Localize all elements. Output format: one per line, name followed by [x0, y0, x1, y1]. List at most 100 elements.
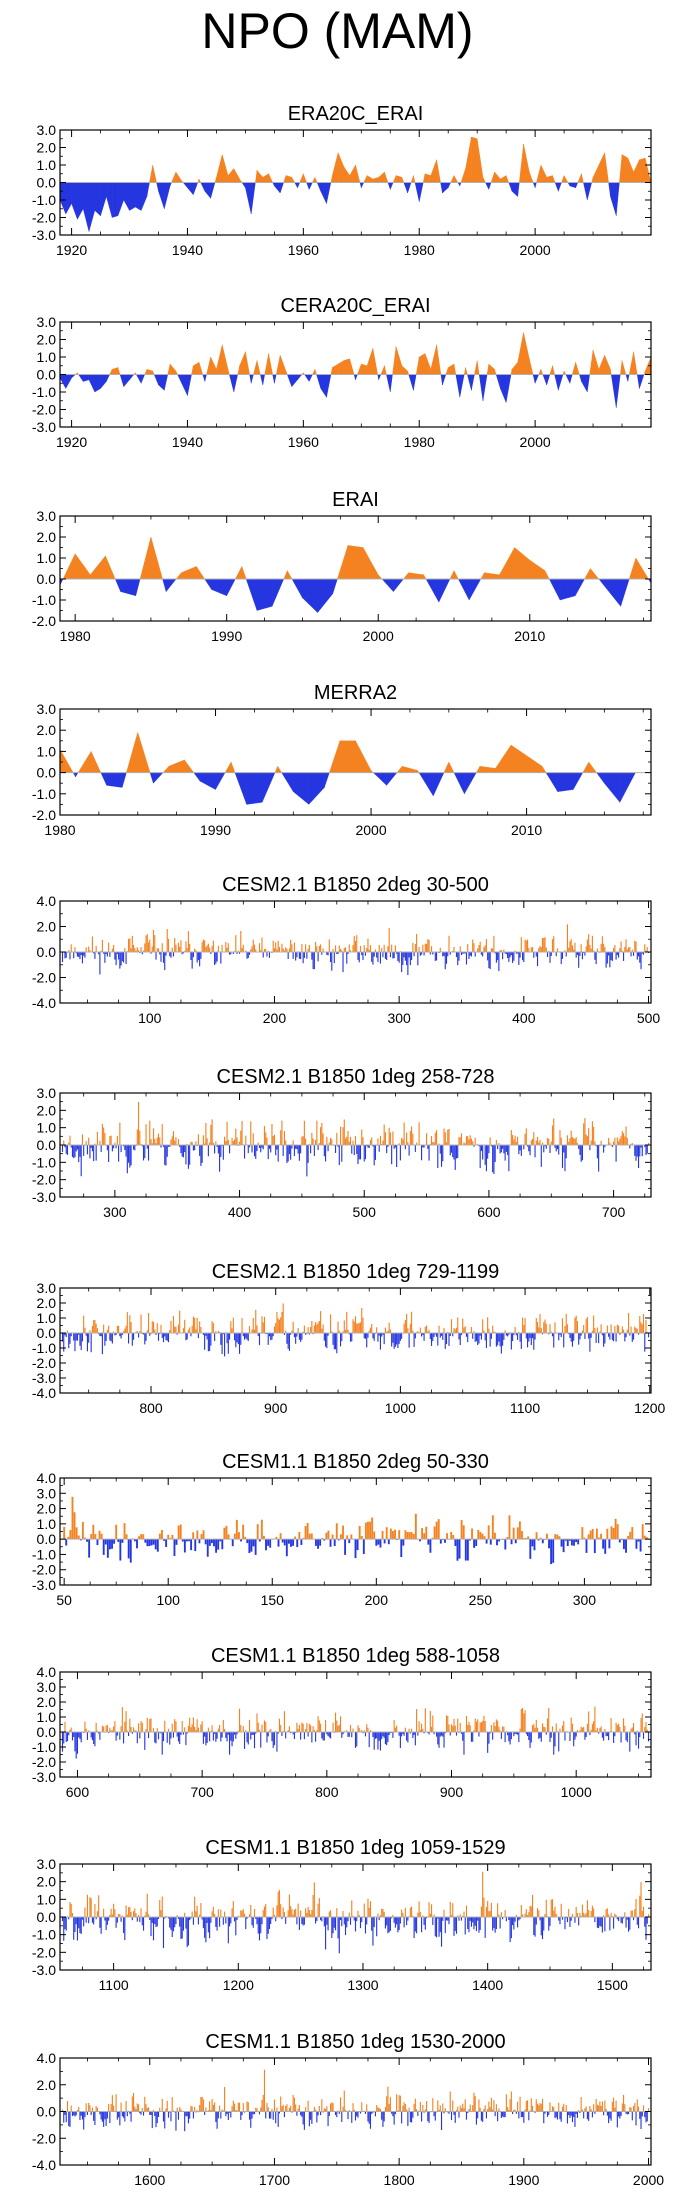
negative-area: [372, 772, 387, 786]
negative-bar: [108, 1732, 110, 1734]
positive-bar: [558, 2102, 560, 2112]
negative-bar: [329, 1539, 332, 1547]
negative-bar: [495, 1333, 497, 1347]
positive-bar: [605, 2108, 607, 2112]
positive-bar: [368, 949, 370, 952]
positive-bar: [412, 1533, 415, 1540]
positive-bar: [394, 1529, 396, 1540]
positive-bar: [226, 1121, 228, 1145]
positive-bar: [359, 1322, 362, 1333]
positive-bar: [586, 1723, 588, 1732]
negative-bar: [548, 1539, 550, 1549]
negative-bar: [434, 2111, 436, 2121]
negative-bar: [74, 1732, 76, 1752]
negative-bar: [268, 1917, 271, 1930]
negative-bar: [323, 1732, 325, 1741]
negative-area: [482, 374, 488, 401]
positive-bar: [265, 948, 267, 952]
negative-bar: [347, 2111, 349, 2120]
negative-bar: [387, 1732, 389, 1743]
positive-bar: [232, 1317, 234, 1333]
negative-bar: [467, 2111, 469, 2113]
positive-area: [111, 367, 119, 375]
positive-area: [245, 351, 250, 375]
positive-bar: [194, 1896, 196, 1917]
positive-bar: [534, 1727, 536, 1732]
positive-bar: [556, 1534, 559, 1540]
negative-bar: [379, 952, 381, 964]
positive-bar: [157, 948, 160, 952]
negative-bar: [93, 1917, 95, 1925]
negative-area: [77, 182, 84, 220]
negative-area: [471, 374, 475, 391]
positive-bar: [126, 1730, 128, 1732]
positive-bar: [566, 924, 569, 952]
negative-bar: [598, 1145, 600, 1172]
negative-bar: [537, 1539, 540, 1541]
negative-bar: [79, 1732, 81, 1739]
negative-bar: [520, 1145, 522, 1156]
positive-bar: [600, 943, 602, 952]
positive-bar: [196, 1905, 198, 1917]
positive-bar: [207, 1727, 209, 1732]
positive-bar: [242, 2103, 244, 2112]
negative-area: [215, 772, 226, 791]
positive-bar: [235, 935, 237, 952]
negative-bar: [473, 1145, 475, 1147]
positive-bar: [593, 2104, 595, 2112]
negative-bar: [378, 1732, 380, 1741]
negative-bar: [573, 1732, 575, 1747]
positive-bar: [391, 944, 393, 952]
positive-bar: [414, 1513, 417, 1540]
negative-bar: [347, 1732, 349, 1737]
positive-bar: [539, 1313, 541, 1333]
negative-bar: [499, 1145, 501, 1154]
positive-bar: [204, 1143, 206, 1145]
negative-bar: [518, 2111, 520, 2119]
negative-bar: [497, 1333, 499, 1346]
negative-bar: [106, 2111, 108, 2119]
negative-bar: [401, 1333, 403, 1339]
positive-area: [268, 173, 274, 183]
negative-bar: [589, 1145, 591, 1151]
positive-area: [495, 744, 512, 773]
positive-bar: [564, 950, 566, 952]
positive-bar: [604, 946, 606, 952]
positive-bar: [192, 1316, 194, 1333]
positive-area: [589, 349, 594, 375]
negative-area: [297, 374, 303, 381]
negative-bar: [252, 2111, 254, 2115]
positive-area: [343, 166, 350, 183]
negative-bar: [550, 952, 552, 956]
negative-bar: [170, 952, 172, 958]
positive-bar: [123, 1331, 125, 1333]
negative-bar: [219, 1539, 222, 1542]
positive-bar: [454, 1329, 456, 1333]
negative-bar: [270, 1917, 272, 1925]
positive-bar: [474, 1137, 476, 1145]
positive-bar: [194, 1317, 196, 1333]
negative-bar: [362, 1539, 365, 1554]
positive-area: [196, 565, 206, 580]
negative-bar: [243, 1333, 246, 1340]
positive-bar: [388, 1322, 390, 1333]
positive-bar: [554, 1906, 556, 1917]
positive-bar: [282, 1907, 284, 1917]
data-series: [63, 1496, 648, 1565]
positive-bar: [316, 1730, 318, 1732]
negative-bar: [470, 1917, 473, 1927]
positive-bar: [273, 1134, 276, 1145]
negative-bar: [504, 1732, 506, 1743]
positive-bar: [437, 1519, 440, 1540]
negative-bar: [91, 1732, 93, 1741]
negative-bar: [374, 1732, 377, 1739]
positive-bar: [483, 1330, 485, 1333]
negative-bar: [351, 1145, 353, 1154]
positive-bar: [155, 1143, 157, 1145]
positive-bar: [463, 2108, 465, 2112]
negative-bar: [498, 1539, 501, 1542]
positive-area: [105, 555, 116, 580]
positive-bar: [426, 1325, 428, 1333]
negative-bar: [502, 952, 504, 960]
